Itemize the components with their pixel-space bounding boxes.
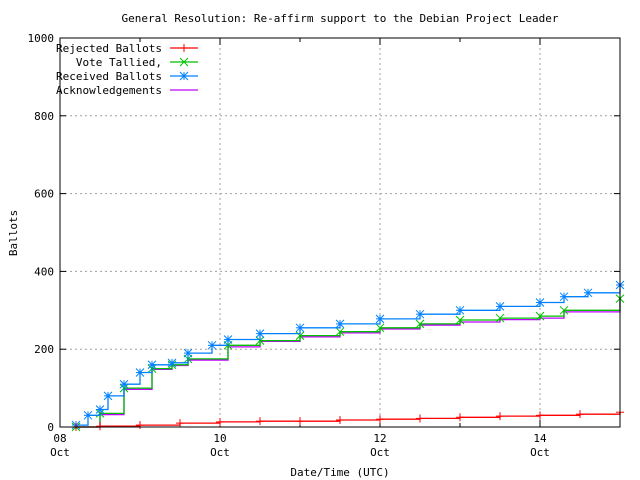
data-point-cross (415, 319, 425, 329)
y-tick-label: 0 (47, 421, 54, 434)
data-point-cross (255, 336, 265, 345)
y-tick-label: 600 (34, 188, 54, 201)
y-tick-label: 200 (34, 343, 54, 356)
x-tick-day: 12 (373, 432, 386, 445)
data-point-star (135, 368, 145, 377)
data-point-cross (495, 313, 505, 323)
data-point-star (335, 319, 345, 329)
x-axis-label: Date/Time (UTC) (290, 466, 389, 479)
y-tick-label: 800 (34, 110, 54, 123)
data-point-star (375, 314, 385, 324)
legend-item: Vote Tallied, (76, 56, 198, 69)
series-layer (71, 280, 625, 432)
data-point-star (183, 348, 193, 358)
data-point-cross (295, 331, 305, 340)
y-tick-label: 400 (34, 265, 54, 278)
data-point-cross (375, 323, 385, 333)
legend-item: Acknowledgements (56, 84, 198, 97)
legend-item: Rejected Ballots (56, 42, 198, 55)
data-point-star (583, 288, 593, 298)
grid (60, 38, 620, 427)
data-point-star (559, 292, 569, 302)
series-rejected-ballots (72, 408, 624, 431)
data-point-cross (179, 57, 189, 67)
data-point-star (147, 360, 157, 370)
plot-frame (59, 37, 621, 428)
x-tick-day: 08 (53, 432, 66, 445)
data-point-star (95, 405, 105, 414)
legend-label: Acknowledgements (56, 84, 162, 97)
data-point-star (223, 335, 233, 344)
y-axis-label: Ballots (7, 210, 20, 256)
data-point-star (495, 302, 505, 311)
series-line (76, 285, 621, 426)
data-point-star (535, 298, 545, 307)
data-point-star (455, 305, 465, 315)
data-point-cross (559, 305, 569, 315)
legend-label: Rejected Ballots (56, 42, 162, 55)
series-line (76, 412, 621, 428)
x-tick-day: 14 (533, 432, 547, 445)
data-point-star (83, 410, 93, 420)
data-point-star (103, 391, 113, 401)
series-received-ballots (71, 280, 625, 430)
data-point-star (415, 309, 425, 319)
series-line (76, 300, 621, 428)
data-point-star (179, 71, 189, 81)
data-point-cross (455, 315, 465, 325)
legend-label: Vote Tallied, (76, 56, 162, 69)
data-point-star (295, 323, 305, 333)
data-point-star (207, 340, 217, 350)
x-tick-month: Oct (370, 446, 390, 459)
data-point-star (255, 329, 265, 338)
series-acknowledgements (76, 300, 621, 428)
data-point-cross (335, 327, 345, 337)
x-tick-month: Oct (210, 446, 230, 459)
x-tick-day: 10 (213, 432, 226, 445)
data-point-cross (535, 311, 545, 321)
legend-label: Received Ballots (56, 70, 162, 83)
data-point-star (167, 358, 177, 368)
y-tick-label: 1000 (28, 32, 55, 45)
legend-item: Received Ballots (56, 70, 198, 83)
data-point-star (119, 379, 129, 389)
x-tick-month: Oct (530, 446, 550, 459)
series-vote-tallied (71, 294, 625, 432)
chart-title: General Resolution: Re-affirm support to… (121, 12, 558, 25)
x-tick-month: Oct (50, 446, 70, 459)
